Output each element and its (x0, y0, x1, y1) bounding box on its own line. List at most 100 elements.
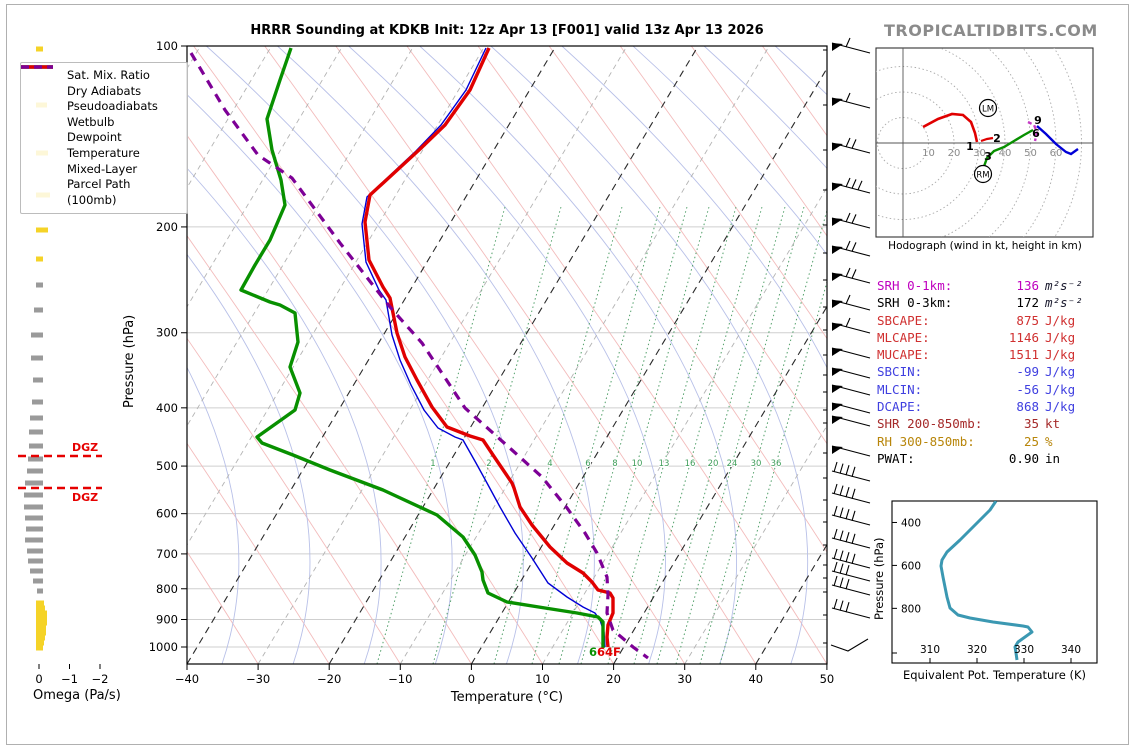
stat-unit: kt (1045, 416, 1061, 432)
isotherm-line (684, 424, 827, 664)
pseudoadiabat-line (348, 46, 666, 664)
omega-bar-gray (34, 307, 43, 313)
wind-barb-icon (823, 212, 871, 229)
hodograph-height-label: 6 (1032, 127, 1040, 140)
stat-label: SBCIN: (877, 364, 923, 380)
wind-barb-icon (823, 37, 871, 54)
parcel-layer (189, 52, 649, 660)
mixing-ratio-line (656, 204, 787, 664)
theta-e-x-tick-label: 320 (967, 644, 987, 656)
hodograph-trace-6-9km (1036, 125, 1079, 156)
theta-e-x-label: Equivalent Pot. Temperature (K) (902, 668, 1087, 682)
sounding-curves (239, 47, 615, 648)
pseudoadiabat-line (187, 167, 382, 664)
omega-tick-label: 0 (35, 672, 42, 686)
wind-barb-icon (823, 92, 871, 109)
omega-bar-yellow (36, 227, 48, 233)
stat-unit: % (1045, 433, 1053, 449)
stat-value: 25 (1023, 433, 1039, 449)
omega-bar-gray (33, 377, 43, 383)
pressure-tick-label: 400 (156, 401, 178, 415)
hodograph-ring-label: 40 (999, 148, 1012, 159)
stat-row: SHR 200-850mb: 35 kt (877, 415, 1127, 432)
legend-item: Sat. Mix. Ratio (21, 66, 179, 84)
legend-item: Dry Adiabats (21, 66, 179, 100)
surface-temp-dewpoint-label: 664F (589, 645, 621, 659)
theta-e-x-tick-label: 330 (1014, 644, 1034, 656)
legend-label: Wetbulb (67, 114, 115, 129)
omega-bar-yellow (36, 620, 47, 626)
hodograph-caption: Hodograph (wind in kt, height in km) (888, 240, 1082, 252)
omega-bar-gray (33, 578, 43, 584)
mixing-ratio-label: 6 (585, 459, 590, 469)
wetbulb-curve (361, 47, 606, 648)
omega-bar-gray (30, 568, 43, 574)
temperature-tick-label: −10 (388, 672, 412, 686)
wind-barb-icon (823, 505, 871, 526)
stat-label: SRH 0-1km: (877, 278, 953, 293)
wind-barb-icon (823, 402, 871, 414)
omega-tick-label: −2 (92, 672, 109, 686)
wind-barb-icon (823, 445, 871, 457)
pressure-axis-label: Pressure (hPa) (122, 314, 137, 408)
omega-bar-gray (31, 332, 43, 338)
stat-value: 875 (1016, 312, 1039, 328)
legend-label: Dewpoint (67, 130, 122, 145)
omega-bar-yellow (36, 46, 43, 52)
legend-item: Mixed-Layer Parcel Path (100mb) (21, 65, 179, 209)
omega-bar-yellow (36, 640, 44, 646)
mixing-ratio-line (699, 208, 827, 664)
mixing-ratio-label: 4 (547, 459, 552, 469)
mixing-ratio-label: 30 (751, 459, 762, 469)
legend-label: Mixed-Layer Parcel Path (100mb) (67, 161, 138, 207)
wind-barb-icon (823, 575, 871, 596)
stat-unit: J/kg (1045, 347, 1076, 363)
temperature-tick-label: −20 (317, 672, 341, 686)
omega-bar-yellow (36, 630, 46, 636)
hodograph-height-label: 3 (984, 150, 992, 163)
hodograph-frame (875, 47, 1094, 238)
mixing-ratio-label: 1 (430, 459, 435, 469)
pressure-tick-label: 800 (156, 582, 178, 596)
stat-unit: J/kg (1045, 329, 1076, 345)
isotherm-line (399, 46, 770, 664)
temperature-tick-label: −30 (246, 672, 270, 686)
wind-barb-icon (823, 317, 871, 334)
theta-e-frame (891, 500, 1098, 664)
stat-value: 1146 (1008, 329, 1039, 345)
stat-unit: J/kg (1045, 399, 1076, 415)
omega-bar-gray (26, 526, 43, 532)
stat-row: PWAT: 0.90 in (877, 450, 1127, 467)
wind-barb-icon (823, 598, 871, 619)
dgz-label-lower: DGZ (72, 491, 99, 504)
omega-bar-gray (27, 468, 43, 474)
pressure-tick-label: 100 (156, 39, 178, 53)
wind-barb-column (823, 37, 871, 652)
wind-barb-icon (823, 367, 871, 379)
theta-e-y-tick-label: 600 (901, 560, 921, 572)
mixing-ratio-line (432, 204, 563, 664)
isotherm-line (470, 67, 827, 664)
stat-row: SRH 0-3km: 172 m²s⁻² (877, 294, 1127, 311)
stat-row: SBCIN: -99 J/kg (877, 363, 1127, 380)
omega-bar-gray (25, 537, 43, 543)
wind-barb-icon (823, 267, 871, 284)
dry-adiabat-line (619, 46, 827, 340)
temperature-tick-label: 30 (677, 672, 692, 686)
mixing-ratio-line (558, 204, 689, 664)
pseudoadiabat-line (277, 46, 595, 664)
stat-unit: m²s⁻² (1045, 278, 1083, 293)
stat-label: SHR 200-850mb: (877, 416, 983, 432)
dgz-label-upper: DGZ (72, 441, 99, 454)
legend-label: Temperature (67, 145, 140, 160)
stat-label: RH 300-850mb: (877, 433, 975, 449)
pseudoadiabat-line (187, 366, 240, 664)
mixing-ratio-label: 36 (771, 459, 782, 469)
omega-bar-yellow (36, 625, 46, 631)
hodograph-ring-label: 60 (1050, 148, 1063, 159)
stat-value: 136 (1016, 278, 1039, 293)
wind-barb-icon (823, 548, 871, 569)
stat-unit: in (1045, 450, 1061, 466)
